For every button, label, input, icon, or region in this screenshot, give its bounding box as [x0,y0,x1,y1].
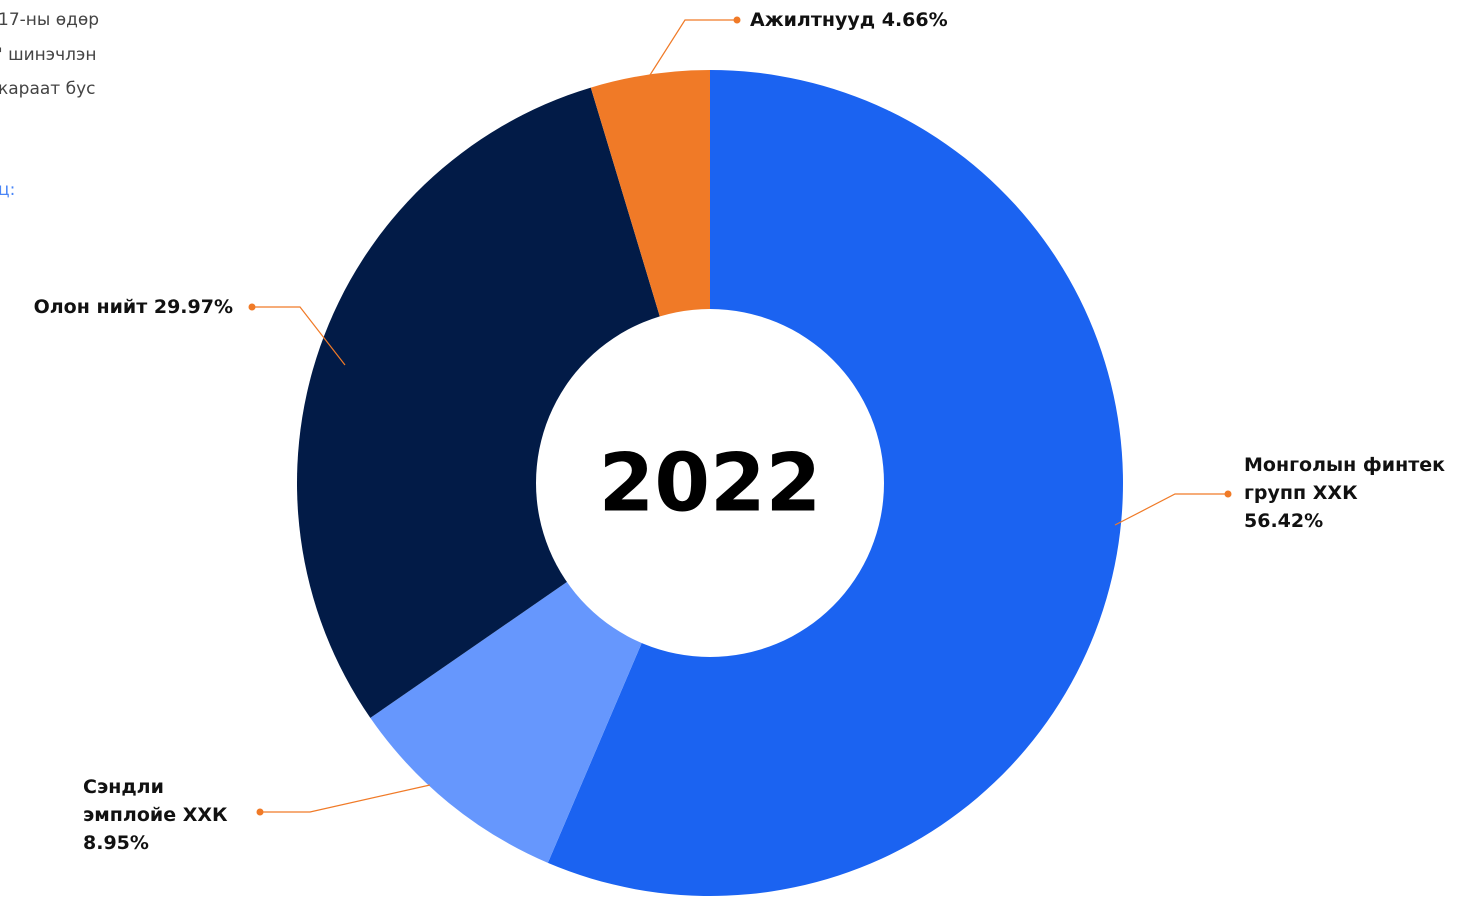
leader-line [1114,493,1228,526]
leader-line [260,784,431,813]
label-name: Ажилтнууд [750,9,876,31]
side-text: 17-ны өдөр [0,10,100,30]
side-text: ц: [0,180,16,200]
leader-dot [1224,490,1232,498]
center-label: 2022 [599,437,822,530]
leader-line [649,19,737,76]
label-value: 29.97% [153,296,233,318]
label-value: 56.42% [1244,510,1324,532]
slice-label: Ажилтнууд 4.66% [750,6,948,34]
label-name: Сэндли эмплойе ХХК [83,776,228,826]
label-value: 4.66% [881,9,948,31]
side-text: ' шинэчлэн [0,45,97,65]
slice-label: Монголын финтек групп ХХК 56.42% [1244,451,1459,535]
label-value: 8.95% [83,832,149,854]
leader-line [252,306,346,366]
label-name: Монголын финтек групп ХХК [1244,454,1445,504]
donut-hole [536,309,884,657]
label-name: Олон нийт [33,296,148,318]
wedge [296,87,710,718]
leader-dot [256,808,264,816]
slice-label: Олон нийт 29.97% [34,293,233,321]
side-text: караат бус [0,79,96,99]
slice-label: Сэндли эмплойе ХХК 8.95% [83,773,248,857]
leaders [252,19,1228,813]
leader-dot [248,303,256,311]
leader-dots [248,16,1232,816]
leader-dot [733,16,741,24]
